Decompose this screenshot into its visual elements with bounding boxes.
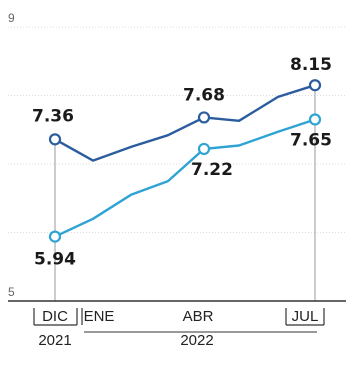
x-tick-label: JUL bbox=[292, 308, 319, 325]
data-labels: 7.36 7.68 8.15 5.94 7.22 7.65 bbox=[32, 55, 332, 269]
data-label: 7.68 bbox=[183, 85, 225, 105]
data-point bbox=[310, 80, 320, 90]
x-year-label: 2022 bbox=[180, 332, 213, 349]
vertical-guides bbox=[55, 85, 315, 301]
x-tick-label: ABR bbox=[183, 308, 214, 325]
data-label: 7.65 bbox=[290, 130, 332, 150]
data-label: 8.15 bbox=[290, 55, 332, 75]
data-label: 5.94 bbox=[34, 250, 76, 270]
y-tick-label: 9 bbox=[8, 11, 15, 25]
data-point bbox=[199, 144, 209, 154]
y-tick-label: 5 bbox=[8, 285, 15, 299]
y-axis-ticks: 95 bbox=[8, 11, 15, 299]
series-line-2 bbox=[55, 120, 315, 237]
data-point bbox=[50, 134, 60, 144]
data-label: 7.22 bbox=[191, 160, 233, 180]
x-tick-label: ENE bbox=[84, 308, 115, 325]
data-point bbox=[199, 112, 209, 122]
x-tick-label: DIC bbox=[42, 308, 68, 325]
data-point bbox=[50, 232, 60, 242]
x-axis: DIC ENE ABR JUL 2021 2022 bbox=[8, 301, 346, 349]
x-year-label: 2021 bbox=[38, 332, 71, 349]
data-label: 7.36 bbox=[32, 106, 74, 126]
data-point bbox=[310, 114, 320, 124]
series-lines bbox=[55, 85, 315, 236]
